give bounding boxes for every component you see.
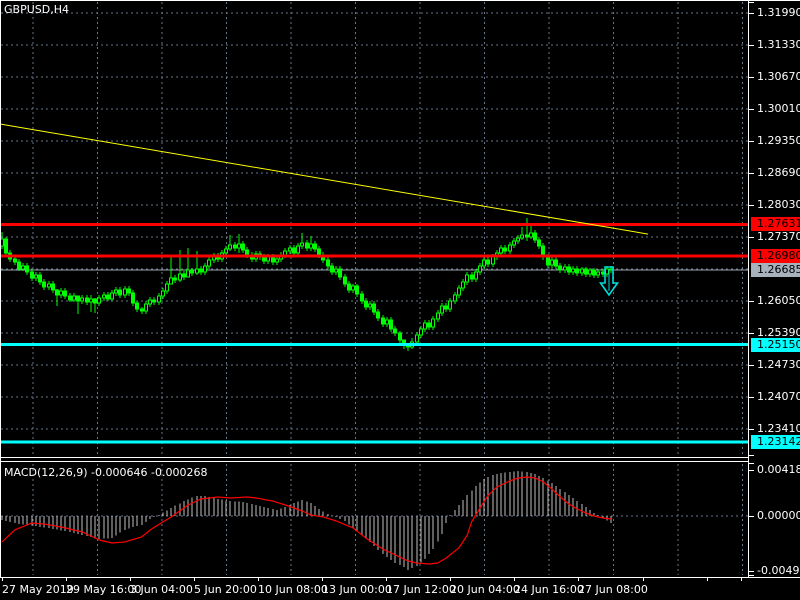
horizontal-level-lines[interactable] — [0, 222, 748, 444]
time-axis-tick — [194, 577, 195, 581]
price-axis-label: 1.27370 — [757, 230, 800, 243]
axis-bracket-tick — [748, 463, 754, 464]
price-level-tag[interactable]: 1.23142 — [751, 435, 800, 449]
macd-panel[interactable] — [0, 462, 748, 577]
window-top-border — [0, 0, 800, 1]
price-level-tag[interactable]: 1.26980 — [751, 249, 800, 263]
price-axis-tick — [748, 109, 754, 110]
price-axis-tick — [748, 173, 754, 174]
time-axis-tick — [707, 577, 708, 581]
axis-bracket-tick — [748, 2, 754, 3]
price-axis-tick — [748, 13, 754, 14]
price-axis-label: 1.28690 — [757, 166, 800, 179]
price-axis-label: 1.29350 — [757, 134, 800, 147]
time-axis-tick — [2, 577, 3, 581]
window-left-border — [0, 0, 1, 578]
time-axis-label: 10 Jun 08:00 — [258, 583, 328, 596]
macd-grid — [1, 464, 748, 575]
macd-axis-label: 0.000000 — [757, 509, 800, 522]
candles-layer — [0, 218, 613, 351]
price-axis-tick — [748, 77, 754, 78]
descending-trendline[interactable] — [0, 123, 649, 235]
time-axis-label: 3 Jun 04:00 — [130, 583, 193, 596]
price-axis-label: 1.30010 — [757, 102, 800, 115]
time-axis-label: 5 Jun 20:00 — [194, 583, 257, 596]
macd-signal-line — [1, 476, 612, 565]
price-axis-label: 1.25390 — [757, 326, 800, 339]
price-axis[interactable]: 1.31990 1.31330 1.30670 1.30010 1.29350 1.286… — [748, 0, 800, 577]
time-axis-tick — [514, 577, 515, 581]
price-axis-tick — [748, 301, 754, 302]
time-axis-tick — [741, 577, 742, 581]
axis-bracket-tick — [748, 455, 754, 456]
price-axis-label: 1.24070 — [757, 390, 800, 403]
time-axis[interactable]: 27 May 2019 29 May 16:00 3 Jun 04:00 5 Jun … — [0, 577, 800, 600]
price-axis-tick — [748, 141, 754, 142]
macd-panel-top-border — [0, 461, 748, 462]
price-axis-label: 1.26050 — [757, 294, 800, 307]
price-axis-label: 1.31330 — [757, 38, 800, 51]
time-axis-label: 29 May 16:00 — [66, 583, 142, 596]
time-axis-tick — [450, 577, 451, 581]
macd-histogram — [1, 471, 612, 571]
time-axis-tick — [578, 577, 579, 581]
price-axis-label: 1.23410 — [757, 422, 800, 435]
time-axis-label: 20 Jun 04:00 — [450, 583, 520, 596]
time-axis-label: 27 Jun 08:00 — [578, 583, 648, 596]
macd-axis-tick — [748, 571, 754, 572]
time-axis-tick — [130, 577, 131, 581]
price-axis-tick — [748, 45, 754, 46]
price-level-tag[interactable]: 1.26685 — [751, 263, 800, 277]
axis-bracket-tick — [748, 575, 754, 576]
time-axis-tick — [643, 577, 644, 581]
macd-axis-tick — [748, 470, 754, 471]
price-axis-label: 1.24730 — [757, 358, 800, 371]
price-axis-tick — [748, 365, 754, 366]
time-axis-tick — [258, 577, 259, 581]
macd-axis-label: 0.004185 — [757, 463, 800, 476]
macd-indicator-label: MACD(12,26,9) -0.000646 -0.000268 — [4, 466, 208, 479]
time-axis-tick — [386, 577, 387, 581]
price-level-tag[interactable]: 1.25150 — [751, 338, 800, 352]
price-axis-label: 1.30670 — [757, 70, 800, 83]
price-axis-tick — [748, 333, 754, 334]
price-level-tag[interactable]: 1.27631 — [751, 217, 800, 231]
time-axis-tick — [66, 577, 67, 581]
price-axis-tick — [748, 237, 754, 238]
price-axis-label: 1.28030 — [757, 198, 800, 211]
time-axis-separator — [0, 577, 800, 578]
macd-axis-tick — [748, 516, 754, 517]
down-arrow-annotation[interactable] — [598, 266, 620, 297]
price-axis-separator — [748, 0, 749, 578]
time-axis-label: 24 Jun 16:00 — [514, 583, 584, 596]
price-axis-label: 1.31990 — [757, 6, 800, 19]
price-axis-tick — [748, 397, 754, 398]
symbol-label: GBPUSD,H4 — [4, 3, 69, 16]
price-axis-tick — [748, 429, 754, 430]
main-panel-bottom-border — [0, 457, 748, 458]
price-axis-tick — [748, 205, 754, 206]
macd-axis-label: -0.004952 — [757, 564, 800, 577]
main-price-chart[interactable] — [0, 0, 748, 457]
time-axis-label: 13 Jun 00:00 — [322, 583, 392, 596]
grid — [1, 2, 748, 455]
time-axis-label: 17 Jun 12:00 — [386, 583, 456, 596]
time-axis-label: 27 May 2019 — [2, 583, 74, 596]
time-axis-tick — [322, 577, 323, 581]
